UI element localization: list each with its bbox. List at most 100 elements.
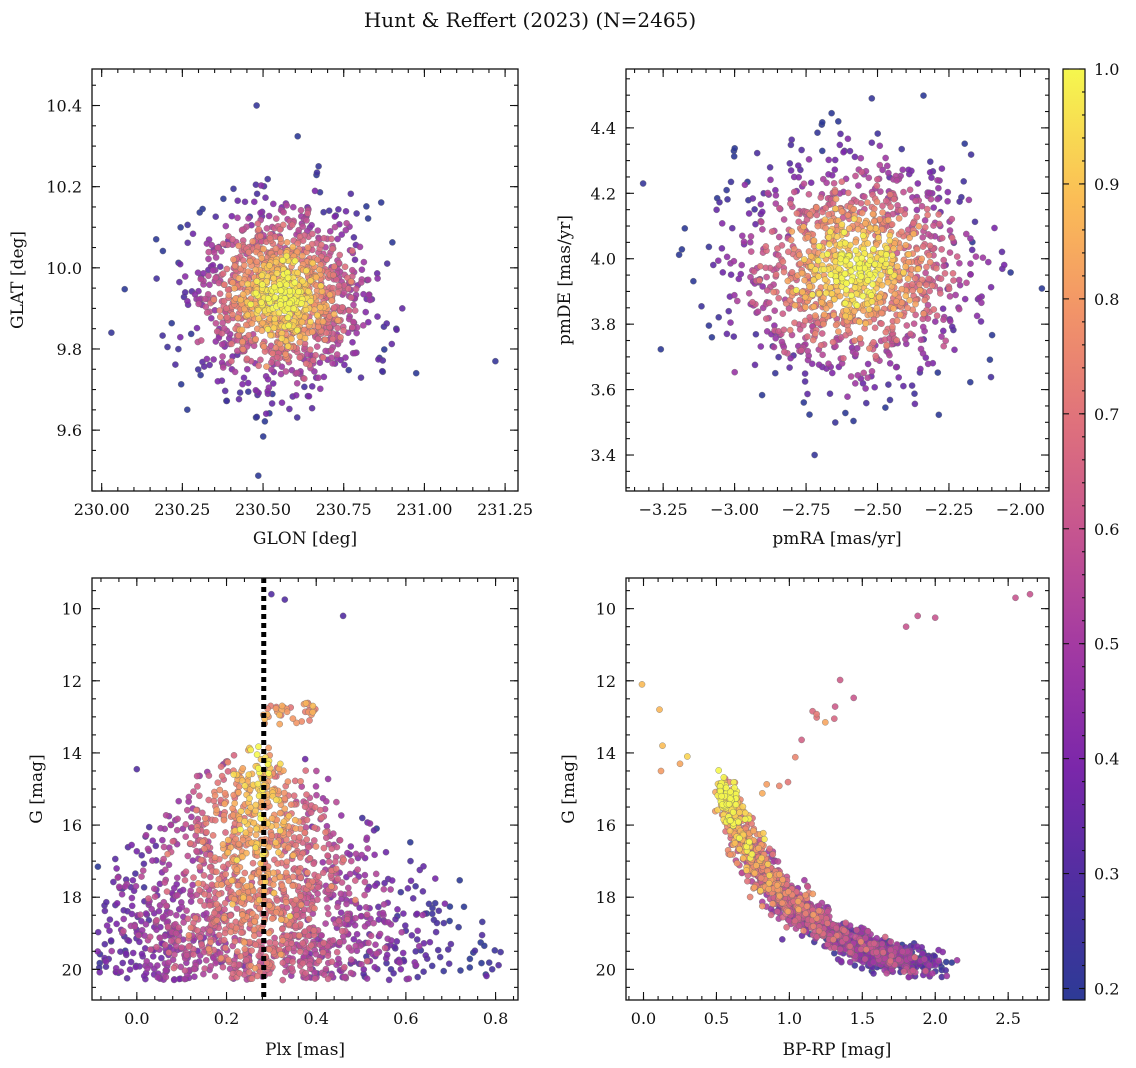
star-point (872, 325, 878, 331)
star-point (826, 211, 832, 217)
star-point (278, 236, 284, 242)
star-point (330, 272, 336, 278)
y-tick-label: 20 (62, 960, 82, 979)
star-point (801, 181, 807, 187)
star-point (161, 844, 167, 850)
star-point (331, 264, 337, 270)
star-point (897, 312, 903, 318)
star-point (118, 969, 124, 975)
y-tick-label: 3.6 (591, 381, 616, 400)
star-point (835, 118, 841, 124)
star-point (927, 288, 933, 294)
star-point (173, 912, 179, 918)
star-point (258, 299, 264, 305)
star-point (496, 962, 502, 968)
x-tick-label: −2.75 (782, 500, 831, 519)
star-point (818, 194, 824, 200)
star-point (238, 930, 244, 936)
star-point (915, 266, 921, 272)
star-point (889, 252, 895, 258)
star-point (288, 940, 294, 946)
star-point (947, 227, 953, 233)
star-point (215, 780, 221, 786)
star-point (160, 333, 166, 339)
star-point (935, 185, 941, 191)
star-point (441, 920, 447, 926)
star-point (262, 195, 268, 201)
star-point (238, 808, 244, 814)
star-point (324, 905, 330, 911)
star-point (729, 225, 735, 231)
star-point (822, 277, 828, 283)
star-point (237, 826, 243, 832)
star-point (389, 877, 395, 883)
star-point (780, 311, 786, 317)
star-point (144, 965, 150, 971)
star-point (157, 825, 163, 831)
star-point (363, 904, 369, 910)
star-point (299, 319, 305, 325)
star-point (245, 269, 251, 275)
star-point (939, 235, 945, 241)
star-point (162, 867, 168, 873)
star-point (831, 312, 837, 318)
star-point (167, 910, 173, 916)
star-point (853, 351, 859, 357)
star-point (344, 850, 350, 856)
star-point (773, 272, 779, 278)
star-point (256, 953, 262, 959)
star-point (303, 217, 309, 223)
star-point (339, 304, 345, 310)
star-point (746, 210, 752, 216)
star-point (233, 925, 239, 931)
star-point (184, 407, 190, 413)
star-point (940, 306, 946, 312)
x-tick-label: 0.6 (393, 1009, 418, 1028)
star-point (361, 259, 367, 265)
star-point (362, 872, 368, 878)
star-point (95, 929, 101, 935)
star-point (296, 933, 302, 939)
star-point (143, 832, 149, 838)
star-point (355, 867, 361, 873)
star-point (303, 792, 309, 798)
star-point (338, 910, 344, 916)
star-point (906, 251, 912, 257)
y-tick-label: 10 (62, 600, 82, 619)
star-point (318, 242, 324, 248)
star-point (177, 334, 183, 340)
star-point (951, 347, 957, 353)
star-point (920, 324, 926, 330)
star-point (362, 923, 368, 929)
star-point (136, 939, 142, 945)
star-point (931, 306, 937, 312)
star-point (254, 414, 260, 420)
star-point (781, 216, 787, 222)
star-point (956, 306, 962, 312)
star-point (863, 320, 869, 326)
star-point (335, 956, 341, 962)
star-point (441, 968, 447, 974)
star-point (337, 334, 343, 340)
star-point (359, 267, 365, 273)
star-point (276, 712, 282, 718)
star-point (290, 244, 296, 250)
star-point (966, 197, 972, 203)
panel-sky: 230.00 230.25 230.50 230.75 231.00 231.259.69… (8, 69, 533, 549)
star-point (154, 276, 160, 282)
star-point (326, 208, 332, 214)
star-point (835, 329, 841, 335)
star-point (773, 192, 779, 198)
star-point (866, 306, 872, 312)
star-point (274, 897, 280, 903)
star-point (251, 927, 257, 933)
star-point (240, 765, 246, 771)
star-point (903, 293, 909, 299)
star-point (283, 351, 289, 357)
star-point (894, 337, 900, 343)
star-point (218, 764, 224, 770)
star-point (927, 159, 933, 165)
star-point (228, 341, 234, 347)
star-point (308, 942, 314, 948)
star-point (305, 210, 311, 216)
